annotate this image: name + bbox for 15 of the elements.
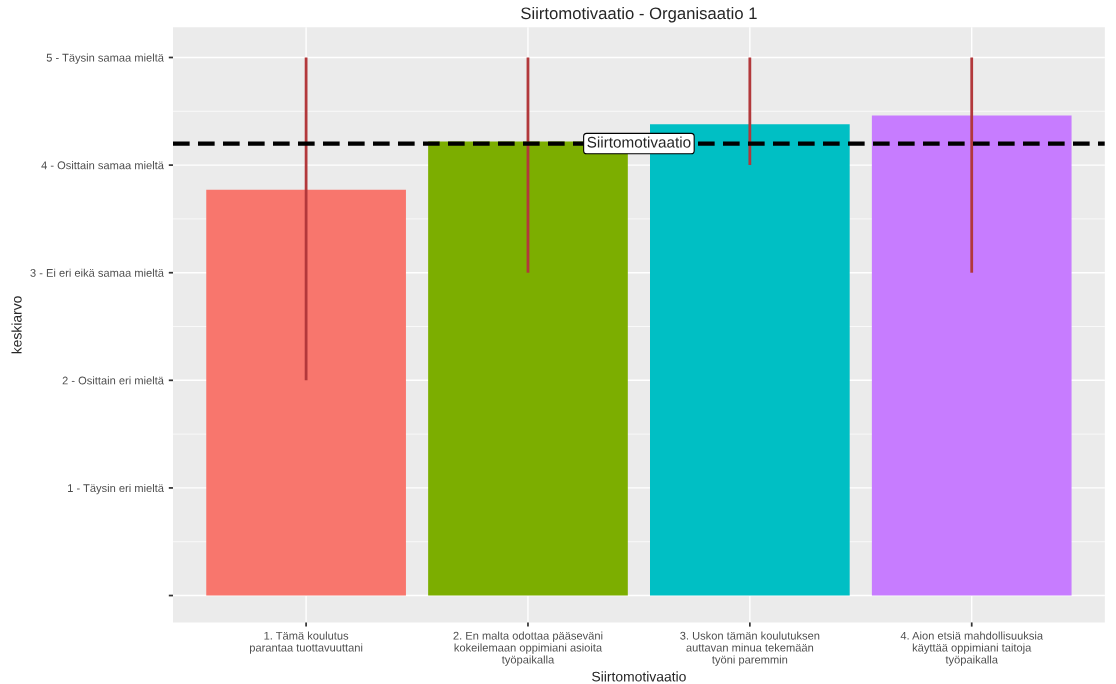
x-tick-label: 1. Tämä koulutus parantaa tuottavuuttani bbox=[249, 631, 363, 654]
bar bbox=[871, 115, 1072, 596]
bar bbox=[206, 189, 406, 596]
x-tick-label: 3. Uskon tämän koulutuksen auttavan minua tekemään työni paremmin bbox=[680, 631, 820, 666]
ref-line-label: Siirtomotivaatio bbox=[587, 136, 691, 148]
y-axis-title: keskiarvo bbox=[11, 296, 22, 354]
x-tick-label: 2. En malta odottaa pääseväni kokeilemaan oppimiani asioita työpaikalla bbox=[453, 631, 603, 666]
y-tick-label: 5 - Täysin samaa mieltä bbox=[46, 53, 164, 64]
x-axis-title: Siirtomotivaatio bbox=[592, 671, 686, 682]
y-tick-label: 1 - Täysin eri mieltä bbox=[68, 483, 164, 495]
x-tick-label: 4. Aion etsiä mahdollisuuksia käyttää oppimiani taitoja työpaikalla bbox=[900, 631, 1044, 666]
chart-title: Siirtomotivaatio - Organisaatio 1 bbox=[521, 6, 757, 23]
y-tick-label: 2 - Osittain eri mieltä bbox=[62, 376, 164, 385]
y-tick-label: 4 - Osittain samaa mieltä bbox=[41, 161, 164, 170]
y-tick-label: 3 - Ei eri eikä samaa mieltä bbox=[30, 268, 164, 277]
